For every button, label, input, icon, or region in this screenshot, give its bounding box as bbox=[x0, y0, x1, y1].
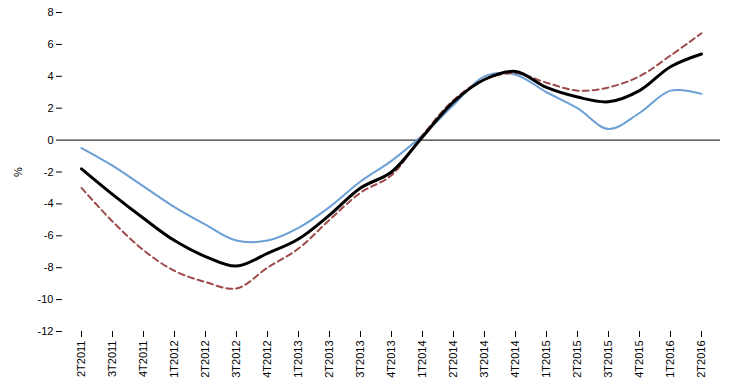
svg-text:1T2013: 1T2013 bbox=[292, 341, 304, 378]
svg-text:2T2015: 2T2015 bbox=[571, 341, 583, 378]
svg-text:4T2013: 4T2013 bbox=[385, 341, 397, 378]
svg-text:4T2015: 4T2015 bbox=[633, 341, 645, 378]
svg-text:3T2014: 3T2014 bbox=[478, 341, 490, 378]
svg-text:2T2014: 2T2014 bbox=[447, 341, 459, 378]
svg-text:-10: -10 bbox=[38, 293, 54, 305]
svg-text:2: 2 bbox=[47, 102, 53, 114]
svg-text:2T2013: 2T2013 bbox=[323, 341, 335, 378]
svg-text:8: 8 bbox=[47, 6, 53, 18]
svg-text:1T2016: 1T2016 bbox=[664, 341, 676, 378]
svg-text:4T2011: 4T2011 bbox=[137, 341, 149, 378]
svg-text:-8: -8 bbox=[44, 261, 54, 273]
svg-text:1T2015: 1T2015 bbox=[540, 341, 552, 378]
svg-text:2T2011: 2T2011 bbox=[75, 341, 87, 378]
svg-text:4T2012: 4T2012 bbox=[261, 341, 273, 378]
svg-text:3T2015: 3T2015 bbox=[602, 341, 614, 378]
svg-text:-2: -2 bbox=[44, 166, 54, 178]
svg-text:2T2016: 2T2016 bbox=[695, 341, 707, 378]
svg-text:3T2012: 3T2012 bbox=[230, 341, 242, 378]
svg-text:-12: -12 bbox=[38, 325, 54, 337]
svg-text:4T2014: 4T2014 bbox=[509, 341, 521, 378]
svg-text:-6: -6 bbox=[44, 229, 54, 241]
svg-text:6: 6 bbox=[47, 38, 53, 50]
svg-text:3T2013: 3T2013 bbox=[354, 341, 366, 378]
svg-text:1T2012: 1T2012 bbox=[168, 341, 180, 378]
svg-text:%: % bbox=[12, 167, 24, 177]
svg-text:-4: -4 bbox=[44, 197, 54, 209]
svg-text:2T2012: 2T2012 bbox=[199, 341, 211, 378]
svg-text:4: 4 bbox=[47, 70, 53, 82]
svg-text:0: 0 bbox=[47, 134, 53, 146]
svg-text:3T2011: 3T2011 bbox=[106, 341, 118, 378]
svg-text:1T2014: 1T2014 bbox=[416, 341, 428, 378]
